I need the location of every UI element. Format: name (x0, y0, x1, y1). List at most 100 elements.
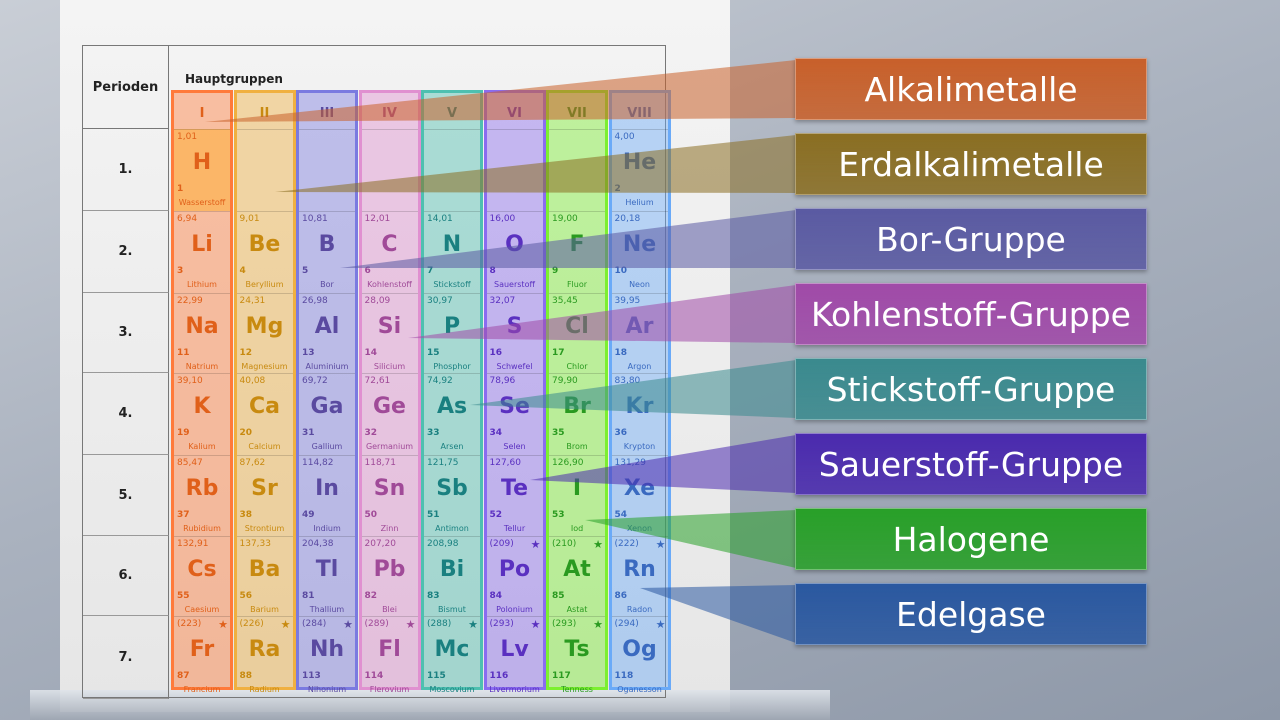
element-mass: 78,96 (489, 376, 516, 386)
element-cell: (289) Fl 114 Flerovium ★ (361, 616, 418, 699)
element-symbol: Ts (564, 637, 590, 662)
element-name: Oganesson (617, 685, 662, 694)
element-symbol: Na (185, 314, 219, 339)
element-name: Indium (313, 524, 341, 533)
groups-header: Hauptgruppen (185, 72, 283, 86)
element-number: 18 (614, 348, 628, 358)
element-name: Rubidium (183, 524, 221, 533)
element-mass: 10,81 (302, 214, 328, 224)
group-column-I: I 1,01 H 1 Wasserstoff 6,94 Li 3 Lithium 22,99 Na 1… (171, 90, 233, 694)
element-mass: (284) (302, 619, 327, 629)
period-label: 2. (83, 211, 169, 293)
element-symbol: Rn (623, 557, 656, 582)
element-number: 32 (364, 428, 378, 438)
element-mass: 14,01 (427, 214, 453, 224)
element-mass: 39,10 (177, 376, 203, 386)
element-name: Nihonium (307, 685, 347, 694)
connector-wedge (408, 285, 796, 343)
element-name: Calcium (248, 442, 281, 451)
element-cell: 40,08 Ca 20 Calcium (236, 373, 293, 455)
element-symbol: Fr (189, 637, 215, 662)
element-mass: 132,91 (177, 539, 209, 549)
element-symbol: N (442, 232, 462, 257)
element-number: 86 (614, 591, 628, 601)
element-number: 14 (364, 348, 378, 358)
period-label: 3. (83, 293, 169, 373)
element-name: Tellur (503, 524, 526, 533)
element-cell: 132,91 Cs 55 Caesium (174, 536, 230, 616)
radioactive-star-icon: ★ (593, 538, 603, 551)
radioactive-star-icon: ★ (593, 618, 603, 631)
radioactive-star-icon: ★ (655, 538, 666, 551)
element-symbol: Og (622, 637, 657, 662)
element-symbol: Ga (310, 394, 344, 419)
element-cell: (223) Fr 87 Francium ★ (174, 616, 230, 699)
element-mass: 126,90 (552, 458, 584, 468)
element-mass: 131,29 (614, 458, 647, 468)
element-number: 36 (614, 428, 628, 438)
element-cell: 127,60 Te 52 Tellur (486, 455, 543, 536)
element-symbol: Sr (251, 476, 278, 501)
element-mass: 35,45 (552, 296, 578, 306)
element-number: 56 (239, 591, 253, 601)
element-mass: 85,47 (177, 458, 203, 468)
element-mass: 114,82 (302, 458, 334, 468)
element-number: 113 (302, 671, 321, 681)
element-symbol: I (572, 476, 582, 501)
radioactive-star-icon: ★ (218, 618, 228, 631)
element-mass: 79,90 (552, 376, 578, 386)
element-name: Astat (566, 605, 588, 614)
element-number: 20 (239, 428, 253, 438)
element-symbol: Sb (436, 476, 468, 501)
element-mass: 127,60 (489, 458, 522, 468)
element-name: Flerovium (369, 685, 410, 694)
element-name: Antimon (435, 524, 469, 533)
element-name: Helium (625, 198, 654, 207)
element-mass: 207,20 (364, 539, 397, 549)
connector-wedge (470, 360, 796, 418)
element-mass: 1,01 (177, 132, 198, 142)
element-cell: 26,98 Al 13 Aluminium (299, 293, 355, 373)
element-number: 116 (489, 671, 509, 681)
element-number: 83 (427, 591, 440, 601)
element-symbol: H (192, 150, 212, 175)
element-number: 82 (364, 591, 378, 601)
element-mass: 69,72 (302, 376, 328, 386)
element-cell: (209) Po 84 Polonium ★ (486, 536, 543, 616)
element-mass: 20,18 (614, 214, 641, 224)
element-number: 10 (614, 266, 628, 276)
element-number: 5 (302, 266, 309, 276)
element-mass: 204,38 (302, 539, 334, 549)
group-label: Stickstoff-Gruppe (795, 358, 1147, 420)
element-number: 50 (364, 510, 378, 520)
radioactive-star-icon: ★ (530, 618, 541, 631)
element-name: Blei (382, 605, 397, 614)
element-cell: 118,71 Sn 50 Zinn (361, 455, 418, 536)
period-label: 5. (83, 455, 169, 536)
element-mass: (226) (239, 619, 264, 629)
element-symbol: Ra (248, 637, 281, 662)
element-name: Argon (627, 362, 652, 371)
element-mass: (209) (489, 539, 514, 549)
element-number: 8 (489, 266, 496, 276)
element-symbol: Al (314, 314, 340, 339)
element-cell: 85,47 Rb 37 Rubidium (174, 455, 230, 536)
element-mass: (288) (427, 619, 452, 629)
element-number: 15 (427, 348, 440, 358)
element-cell: (226) Ra 88 Radium ★ (236, 616, 293, 699)
element-name: Magnesium (241, 362, 288, 371)
element-mass: 28,09 (364, 296, 391, 306)
element-mass: 83,80 (614, 376, 641, 386)
connector-wedge (585, 510, 796, 568)
element-name: Germanium (365, 442, 414, 451)
element-symbol: Li (191, 232, 213, 257)
element-number: 38 (239, 510, 253, 520)
element-symbol: Mc (434, 637, 470, 662)
element-symbol: Bi (439, 557, 465, 582)
element-cell: 121,75 Sb 51 Antimon (424, 455, 480, 536)
element-symbol: Si (377, 314, 402, 339)
element-mass: (289) (364, 619, 389, 629)
element-cell: 6,94 Li 3 Lithium (174, 211, 230, 293)
connector-wedge (340, 210, 796, 268)
element-mass: 40,08 (239, 376, 266, 386)
